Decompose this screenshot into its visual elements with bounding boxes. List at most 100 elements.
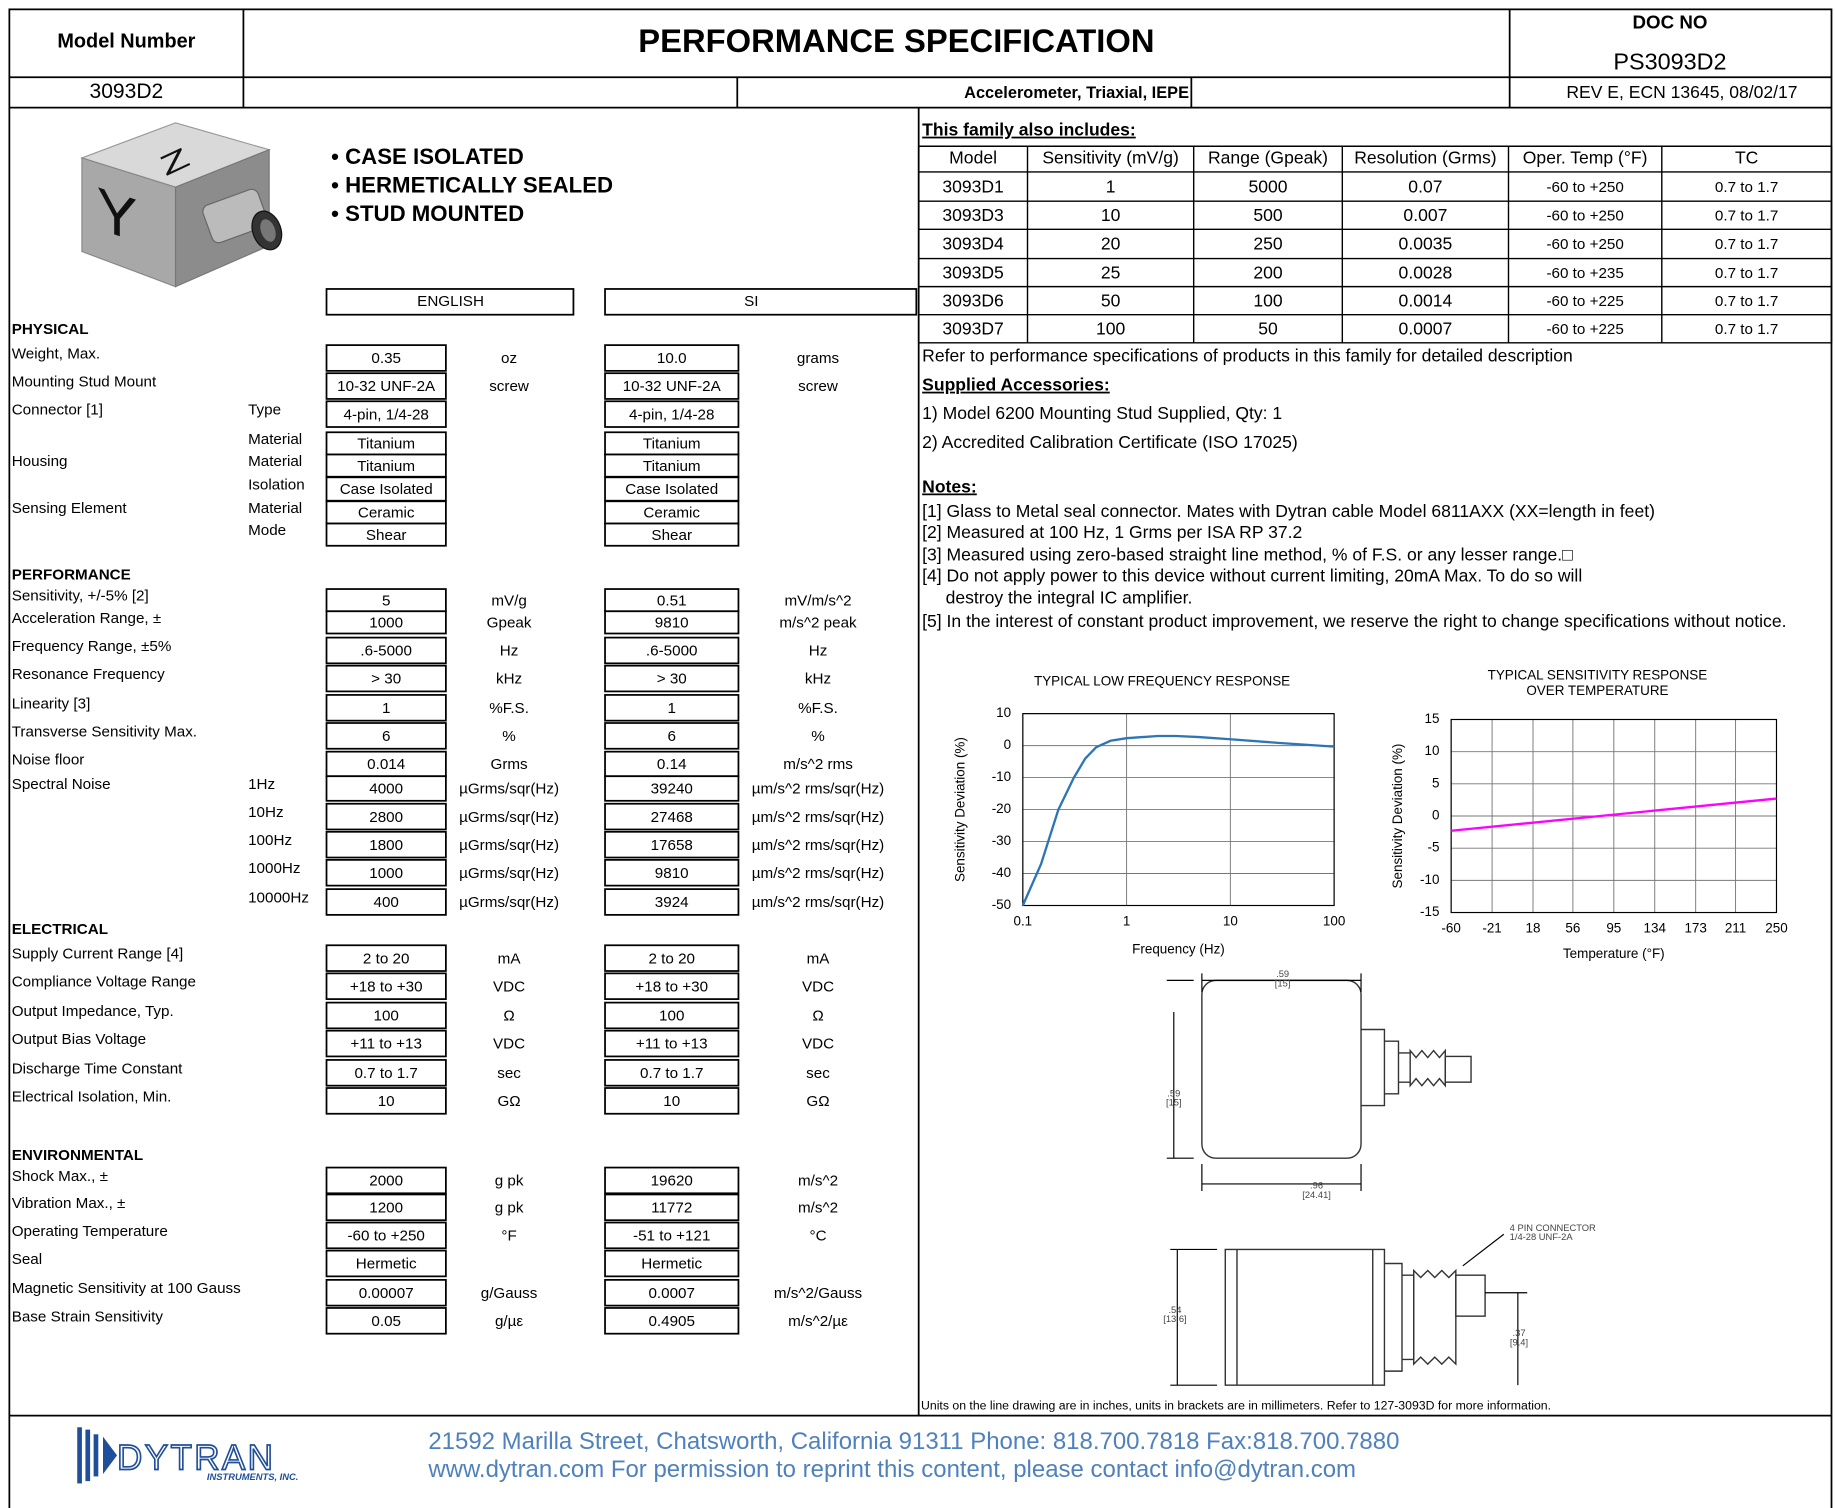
english-unit: Hz — [500, 643, 519, 660]
si-unit: °C — [809, 1228, 826, 1245]
english-unit: Gpeak — [487, 615, 532, 632]
row-label: Operating Temperature — [12, 1223, 168, 1240]
si-unit: µm/s^2 rms/sqr(Hz) — [752, 809, 884, 826]
value-box — [604, 1029, 740, 1058]
y-tick-label: -10 — [992, 769, 1011, 784]
note: [3] Measured using zero-based straight l… — [922, 544, 1573, 564]
value-box — [325, 372, 447, 400]
value-box — [604, 722, 740, 750]
x-axis-label: Frequency (Hz) — [1132, 942, 1225, 957]
si-unit: µm/s^2 rms/sqr(Hz) — [752, 865, 884, 882]
x-tick-label: 173 — [1684, 920, 1706, 935]
table-header: TC — [1735, 148, 1758, 168]
table-cell: 10 — [1101, 205, 1121, 225]
y-tick-label: -15 — [1420, 904, 1439, 919]
value-box — [604, 1087, 740, 1115]
dimension-label: [15] — [1166, 1098, 1182, 1108]
si-unit: m/s^2/µε — [788, 1313, 848, 1330]
english-value: 2 to 20 — [363, 950, 410, 967]
si-value: 11772 — [651, 1200, 692, 1217]
row-label: Vibration Max., ± — [12, 1195, 126, 1212]
english-unit: VDC — [493, 1036, 525, 1053]
row-label: Linearity [3] — [12, 695, 91, 712]
y-tick-label: -40 — [992, 865, 1011, 880]
accessory: 2) Accredited Calibration Certificate (I… — [922, 432, 1298, 452]
si-value: 6 — [668, 728, 676, 745]
english-value: Ceramic — [358, 505, 415, 522]
value-box — [604, 1221, 740, 1250]
row-label: Discharge Time Constant — [12, 1060, 183, 1077]
row-label: Noise floor — [12, 751, 85, 768]
chart-title: OVER TEMPERATURE — [1526, 683, 1668, 698]
dimension-label: 1/4-28 UNF-2A — [1510, 1232, 1574, 1242]
english-unit: screw — [489, 378, 530, 395]
si-unit: m/s^2 rms — [783, 756, 853, 773]
value-box — [325, 610, 447, 635]
english-unit: GΩ — [497, 1093, 520, 1110]
si-unit: VDC — [802, 1036, 834, 1053]
english-value: > 30 — [371, 671, 401, 688]
si-unit: m/s^2/Gauss — [774, 1285, 863, 1302]
english-unit: VDC — [493, 978, 525, 995]
doc-label: DOC NO — [1633, 11, 1708, 32]
x-tick-label: -21 — [1482, 920, 1501, 935]
english-value: .6-5000 — [360, 643, 412, 660]
x-tick-label: 100 — [1323, 913, 1345, 928]
table-cell: 3093D1 — [942, 176, 1003, 196]
line-drawing — [1166, 973, 1528, 1386]
row-sublabel: Isolation — [248, 477, 305, 494]
family-title: This family also includes: — [922, 120, 1136, 140]
feature: • STUD MOUNTED — [331, 201, 524, 226]
si-value: 4-pin, 1/4-28 — [629, 406, 714, 423]
dimension-label: [24.41] — [1302, 1190, 1331, 1200]
value-box — [325, 1166, 447, 1195]
y-tick-label: -5 — [1427, 840, 1439, 855]
row-sublabel: 1000Hz — [248, 860, 300, 877]
si-unit: Ω — [812, 1008, 823, 1025]
doc-number: PS3093D2 — [1613, 48, 1726, 74]
english-unit: mV/g — [491, 592, 526, 609]
row-label: Resonance Frequency — [12, 666, 165, 683]
row-sublabel: Material — [248, 500, 302, 517]
si-value: 17658 — [651, 837, 693, 854]
y-axis-label: Sensitivity Deviation (%) — [952, 737, 967, 882]
si-value: 3924 — [655, 894, 689, 911]
value-box — [604, 858, 740, 887]
si-unit: µm/s^2 rms/sqr(Hz) — [752, 837, 884, 854]
table-header: Oper. Temp (°F) — [1523, 148, 1648, 168]
si-value: 19620 — [651, 1173, 693, 1190]
notes-title: Notes: — [922, 476, 977, 496]
table-cell: -60 to +250 — [1546, 179, 1623, 196]
row-label: Output Bias Voltage — [12, 1031, 146, 1048]
value-box — [604, 344, 740, 372]
si-value: 0.51 — [657, 592, 687, 609]
english-value: 1 — [382, 700, 390, 717]
value-box — [604, 372, 740, 400]
row-label: Seal — [12, 1251, 42, 1268]
x-tick-label: 10 — [1223, 913, 1238, 928]
value-box — [325, 972, 447, 1000]
si-value: > 30 — [657, 671, 687, 688]
english-value: 4-pin, 1/4-28 — [343, 406, 428, 423]
si-value: 39240 — [651, 781, 693, 798]
english-unit: %F.S. — [489, 700, 529, 717]
table-cell: 250 — [1253, 234, 1283, 254]
table-cell: 20 — [1101, 234, 1121, 254]
si-unit: sec — [806, 1065, 830, 1082]
model: 3093D2 — [90, 80, 164, 103]
english-unit: kHz — [496, 671, 522, 688]
english-unit: % — [502, 728, 516, 745]
y-tick-label: 0 — [1432, 808, 1439, 823]
table-header: Sensitivity (mV/g) — [1042, 148, 1179, 168]
si-unit: %F.S. — [798, 700, 838, 717]
data-line — [1451, 797, 1777, 832]
value-box — [604, 1249, 740, 1278]
si-unit: Hz — [809, 643, 828, 660]
value-box — [325, 400, 447, 428]
value-box — [604, 1059, 740, 1087]
value-box — [325, 1249, 447, 1278]
value-box — [604, 1166, 740, 1195]
table-cell: 1 — [1106, 176, 1116, 196]
table-cell: 0.07 — [1408, 176, 1442, 196]
